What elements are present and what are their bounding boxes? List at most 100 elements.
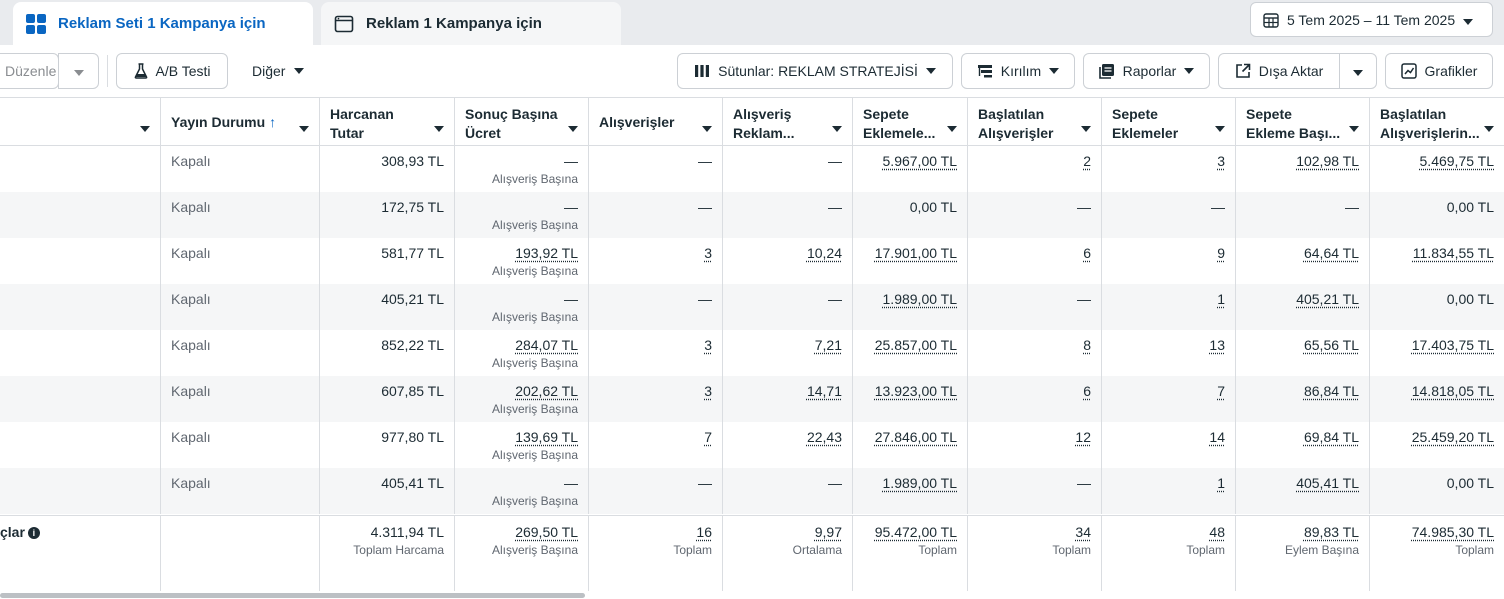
initiated-checkout-value-cell-value[interactable]: 17.403,75 TL [1411, 337, 1494, 353]
columns-button[interactable]: Sütunlar: REKLAM STRATEJİSİ [677, 53, 953, 89]
cost-per-result-cell-value[interactable]: 193,92 TL [515, 245, 578, 261]
initiated-checkout-value-cell-value[interactable]: 25.459,20 TL [1411, 429, 1494, 445]
purchase-roas-cell-value[interactable]: 7,21 [814, 337, 842, 353]
chevron-down-icon[interactable] [434, 118, 444, 137]
cost-per-add-to-cart-cell-value[interactable]: 102,98 TL [1296, 153, 1359, 169]
add-to-carts-cell-value[interactable]: 9 [1217, 245, 1225, 261]
purchases-cell-value[interactable]: 7 [704, 429, 712, 445]
cost-per-add-to-cart-cell-value[interactable]: 86,84 TL [1303, 383, 1359, 399]
column-header-name[interactable] [0, 98, 161, 146]
add-to-cart-value-cell-value[interactable]: 17.901,00 TL [874, 245, 957, 261]
purchase-roas-cell-value[interactable]: 22,43 [806, 429, 842, 445]
cost-per-result-cell-value[interactable]: 284,07 TL [515, 337, 578, 353]
initiated-checkouts-cell-value[interactable]: 6 [1083, 383, 1091, 399]
totals-roas-value[interactable]: 9,97 [814, 524, 842, 540]
totals-cpr-value[interactable]: 269,50 TL [515, 524, 578, 540]
initiated-checkouts-cell-value[interactable]: 8 [1083, 337, 1091, 353]
add-to-cart-value-cell-value[interactable]: 1.989,00 TL [882, 475, 957, 491]
column-header-initiated-checkouts[interactable]: Başlatılan Alışverişler [968, 98, 1102, 146]
add-to-carts-cell-value[interactable]: 13 [1209, 337, 1225, 353]
totals-purchases-value[interactable]: 16 [696, 524, 712, 540]
cost-per-add-to-cart-cell-value[interactable]: 405,41 TL [1296, 475, 1359, 491]
cost-per-add-to-cart-cell-value[interactable]: 64,64 TL [1303, 245, 1359, 261]
add-to-carts-cell-value[interactable]: 3 [1217, 153, 1225, 169]
reports-button[interactable]: Raporlar [1083, 53, 1210, 89]
add-to-cart-value-cell-value[interactable]: 1.989,00 TL [882, 291, 957, 307]
purchase-roas-cell-value[interactable]: 14,71 [806, 383, 842, 399]
table-row[interactable]: Kapalı 405,41 TL — Alışveriş Başına — — 1.989,… [0, 468, 1504, 514]
date-range-picker[interactable]: 5 Tem 2025 – 11 Tem 2025 [1250, 2, 1493, 37]
column-header-spend[interactable]: Harcanan Tutar [320, 98, 455, 146]
chevron-down-icon[interactable] [832, 118, 842, 137]
charts-button[interactable]: Grafikler [1385, 53, 1493, 89]
add-to-cart-value-cell-value[interactable]: 13.923,00 TL [874, 383, 957, 399]
column-header-add-to-cart-value[interactable]: Sepete Eklemele... [853, 98, 968, 146]
more-dropdown[interactable]: Diğer [252, 53, 305, 89]
cost-per-add-to-cart-cell-value[interactable]: 69,84 TL [1303, 429, 1359, 445]
info-icon[interactable]: i [27, 527, 40, 539]
sort-ascending-icon[interactable]: ↑ [269, 114, 277, 130]
chevron-down-icon[interactable] [947, 118, 957, 137]
cost-per-result-cell-value[interactable]: 139,69 TL [515, 429, 578, 445]
initiated-checkouts-cell-value[interactable]: 6 [1083, 245, 1091, 261]
cost-per-add-to-cart-cell-value[interactable]: 405,21 TL [1296, 291, 1359, 307]
add-to-carts-cell-value[interactable]: 1 [1217, 291, 1225, 307]
add-to-cart-value-cell-value[interactable]: 25.857,00 TL [874, 337, 957, 353]
chevron-down-icon[interactable] [1349, 118, 1359, 137]
purchases-cell-value[interactable]: 3 [704, 383, 712, 399]
add-to-carts-cell-value[interactable]: 7 [1217, 383, 1225, 399]
add-to-carts-cell-value[interactable]: 14 [1209, 429, 1225, 445]
status-cell: Kapalı [161, 330, 320, 376]
edit-dropdown-button[interactable] [58, 53, 99, 89]
totals-cost-atc-value[interactable]: 89,83 TL [1303, 524, 1359, 540]
table-row[interactable]: Kapalı 172,75 TL — Alışveriş Başına — — 0,00 T… [0, 192, 1504, 238]
initiated-checkouts-cell-value[interactable]: 2 [1083, 153, 1091, 169]
export-dropdown-button[interactable] [1339, 53, 1377, 89]
table-row[interactable]: Kapalı 607,85 TL 202,62 TL Alışveriş Başına… [0, 376, 1504, 422]
column-header-status[interactable]: Yayın Durumu ↑ [161, 98, 320, 146]
chevron-down-icon[interactable] [1081, 118, 1091, 137]
table-row[interactable]: Kapalı 581,77 TL 193,92 TL Alışveriş Başına… [0, 238, 1504, 284]
horizontal-scrollbar-thumb[interactable] [0, 593, 585, 598]
chevron-down-icon[interactable] [299, 118, 309, 137]
tab-ad[interactable]: Reklam 1 Kampanya için [321, 2, 621, 45]
initiated-checkout-value-cell-value[interactable]: 14.818,05 TL [1411, 383, 1494, 399]
chevron-down-icon[interactable] [702, 118, 712, 137]
ab-test-button[interactable]: A/B Testi [116, 53, 228, 89]
tab-ad-set[interactable]: Reklam Seti 1 Kampanya için [13, 2, 313, 45]
column-header-purchase-roas[interactable]: Alışveriş Reklam... [723, 98, 853, 146]
table-row[interactable]: Kapalı 405,21 TL — Alışveriş Başına — — 1.989,… [0, 284, 1504, 330]
add-to-carts-cell-value[interactable]: 1 [1217, 475, 1225, 491]
add-to-cart-value-cell-value[interactable]: 5.967,00 TL [882, 153, 957, 169]
totals-atc-value[interactable]: 95.472,00 TL [874, 524, 957, 540]
table-row[interactable]: Kapalı 308,93 TL — Alışveriş Başına — — 5.967,… [0, 146, 1504, 192]
table-row[interactable]: Kapalı 977,80 TL 139,69 TL Alışveriş Başına… [0, 422, 1504, 468]
purchase-roas-cell-value[interactable]: 10,24 [806, 245, 842, 261]
totals-ic-value-amount[interactable]: 74.985,30 TL [1411, 524, 1494, 540]
export-button[interactable]: Dışa Aktar [1218, 53, 1340, 89]
cost-per-result-cell-value[interactable]: 202,62 TL [515, 383, 578, 399]
chevron-down-icon[interactable] [568, 118, 578, 137]
purchases-cell-value[interactable]: 3 [704, 337, 712, 353]
column-header-initiated-checkout-value[interactable]: Başlatılan Alışverişlerin... [1370, 98, 1504, 146]
chevron-down-icon[interactable] [1484, 118, 1494, 137]
column-header-purchases[interactable]: Alışverişler [589, 98, 723, 146]
initiated-checkout-value-cell-value[interactable]: 5.469,75 TL [1419, 153, 1494, 169]
chevron-down-icon[interactable] [140, 118, 150, 137]
column-header-add-to-carts[interactable]: Sepete Eklemeler [1102, 98, 1236, 146]
initiated-checkout-value-cell-value[interactable]: 11.834,55 TL [1412, 245, 1494, 261]
chevron-down-icon[interactable] [1215, 118, 1225, 137]
initiated-checkouts-cell-value[interactable]: 12 [1075, 429, 1091, 445]
table-row[interactable]: Kapalı 852,22 TL 284,07 TL Alışveriş Başına… [0, 330, 1504, 376]
column-header-cost-per-result[interactable]: Sonuç Başına Ücret [455, 98, 589, 146]
add-to-cart-value-cell: 27.846,00 TL [853, 422, 968, 468]
breakdown-button[interactable]: Kırılım [961, 53, 1075, 89]
column-header-cost-per-add-to-cart[interactable]: Sepete Ekleme Başı... [1236, 98, 1370, 146]
totals-atc-count[interactable]: 48 [1209, 524, 1225, 540]
horizontal-scrollbar-track[interactable] [0, 591, 1504, 599]
totals-ic-value[interactable]: 34 [1075, 524, 1091, 540]
edit-button[interactable]: Düzenle [0, 53, 59, 89]
add-to-cart-value-cell-value[interactable]: 27.846,00 TL [874, 429, 957, 445]
purchases-cell-value[interactable]: 3 [704, 245, 712, 261]
cost-per-add-to-cart-cell-value[interactable]: 65,56 TL [1303, 337, 1359, 353]
